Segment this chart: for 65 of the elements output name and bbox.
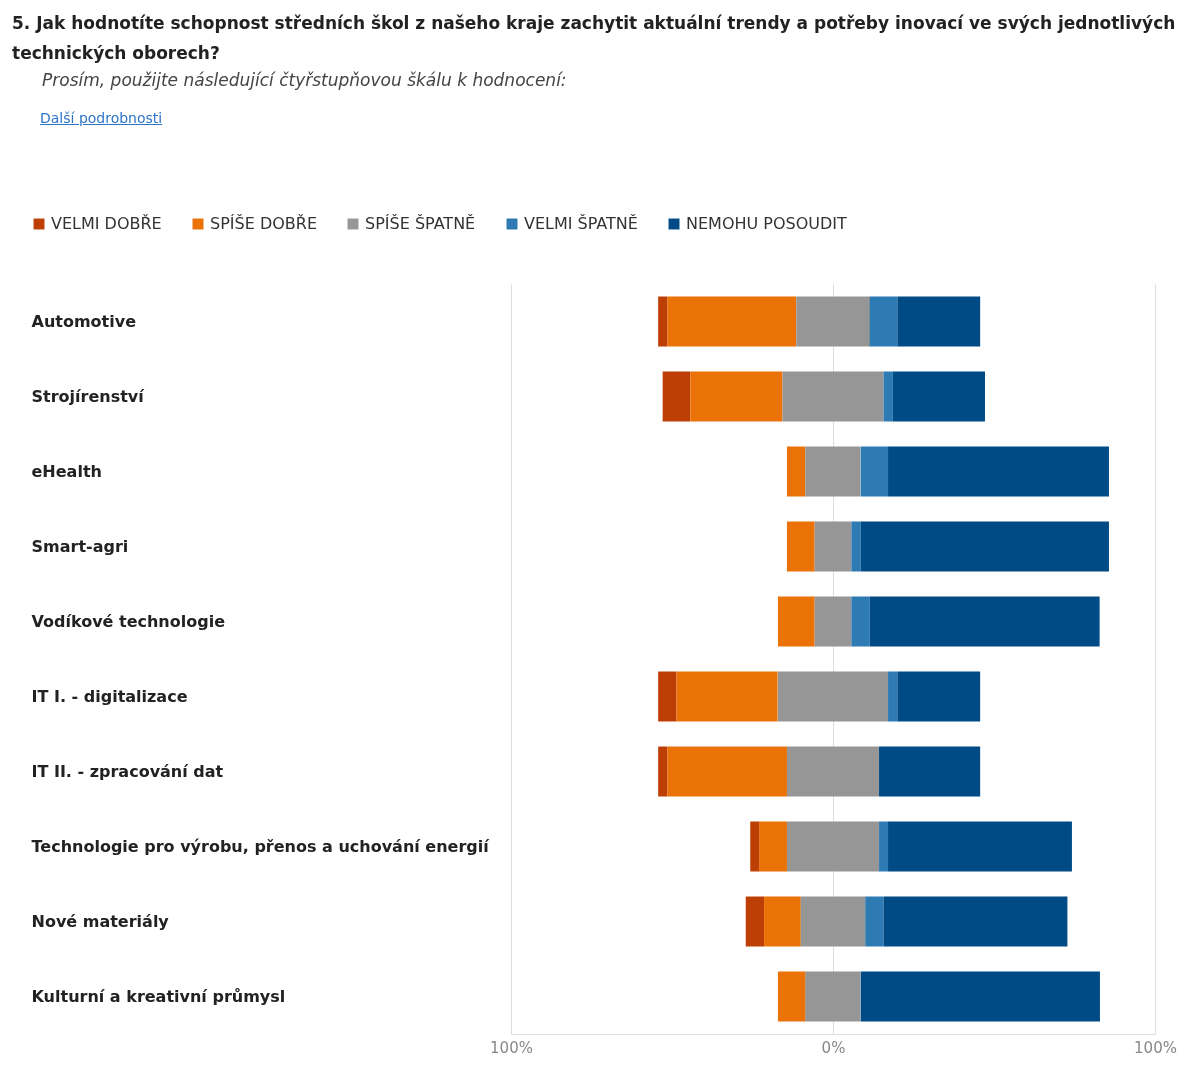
bar bbox=[667, 296, 797, 347]
bar bbox=[658, 746, 668, 797]
bar bbox=[851, 521, 861, 572]
bar bbox=[764, 896, 801, 947]
bar bbox=[662, 371, 691, 422]
bar bbox=[750, 821, 760, 872]
y-tick-label: Strojírenství bbox=[31, 386, 146, 406]
bar bbox=[860, 971, 1100, 1022]
bar bbox=[786, 521, 815, 572]
bar bbox=[865, 896, 884, 947]
bar bbox=[777, 971, 806, 1022]
chart-title: 5. Jak hodnotíte schopnost středních škol z našeho kraje zachytit aktuální trendy a potřeby inovací ve svých jednotlivých technických oborech? bbox=[12, 12, 1177, 65]
y-tick-label: Automotive bbox=[31, 311, 137, 331]
bar bbox=[667, 746, 787, 797]
y-tick-label: Vodíkové technologie bbox=[31, 611, 226, 631]
bar bbox=[777, 671, 889, 722]
text: Prosím, použijte následující čtyřstupňovou škálu k hodnocení: bbox=[42, 70, 568, 90]
legend-label: VELMI DOBŘE bbox=[51, 214, 162, 233]
bar bbox=[805, 446, 861, 497]
bar bbox=[676, 671, 778, 722]
bar bbox=[800, 896, 866, 947]
bar bbox=[658, 671, 677, 722]
text: Další podrobnosti bbox=[40, 110, 163, 126]
bar bbox=[777, 596, 815, 647]
bar bbox=[658, 296, 668, 347]
y-tick-label: eHealth bbox=[31, 461, 102, 481]
bar bbox=[814, 521, 852, 572]
legend-label: VELMI ŠPATNĚ bbox=[524, 214, 638, 233]
bar bbox=[897, 671, 981, 722]
y-tick-label: IT I. - digitalizace bbox=[31, 686, 188, 706]
bar bbox=[883, 371, 893, 422]
legend-label: NEMOHU POSOUDIT bbox=[686, 214, 848, 233]
bar bbox=[860, 521, 1109, 572]
bar bbox=[759, 821, 787, 872]
bar bbox=[892, 371, 985, 422]
bar bbox=[879, 746, 981, 797]
bar bbox=[796, 296, 871, 347]
y-tick-label: Kulturní a kreativní průmysl bbox=[31, 986, 286, 1006]
y-tick-label: Technologie pro výrobu, přenos a uchování energií bbox=[31, 836, 491, 856]
bar bbox=[888, 821, 1072, 872]
y-tick-label: Nové materiály bbox=[31, 911, 170, 931]
bar bbox=[860, 446, 889, 497]
y-tick-label: IT II. - zpracování dat bbox=[31, 761, 224, 781]
bar bbox=[786, 446, 806, 497]
bar bbox=[805, 971, 861, 1022]
bar bbox=[897, 296, 981, 347]
bar bbox=[786, 821, 880, 872]
bar bbox=[690, 371, 783, 422]
legend-label: SPÍŠE ŠPATNĚ bbox=[365, 214, 476, 233]
bar bbox=[888, 671, 898, 722]
y-tick-label: Smart-agri bbox=[31, 536, 129, 556]
bar bbox=[869, 296, 898, 347]
bar bbox=[782, 371, 884, 422]
bar bbox=[869, 596, 1100, 647]
x-tick-label: 0% bbox=[821, 1038, 846, 1057]
bar bbox=[879, 821, 889, 872]
bar bbox=[851, 596, 870, 647]
legend-label: SPÍŠE DOBŘE bbox=[210, 214, 317, 233]
bar bbox=[814, 596, 852, 647]
bar bbox=[888, 446, 1109, 497]
x-tick-label: 100% bbox=[490, 1038, 533, 1057]
bar bbox=[786, 746, 880, 797]
x-tick-label: 100% bbox=[1134, 1038, 1177, 1057]
bar bbox=[883, 896, 1068, 947]
bar bbox=[745, 896, 765, 947]
